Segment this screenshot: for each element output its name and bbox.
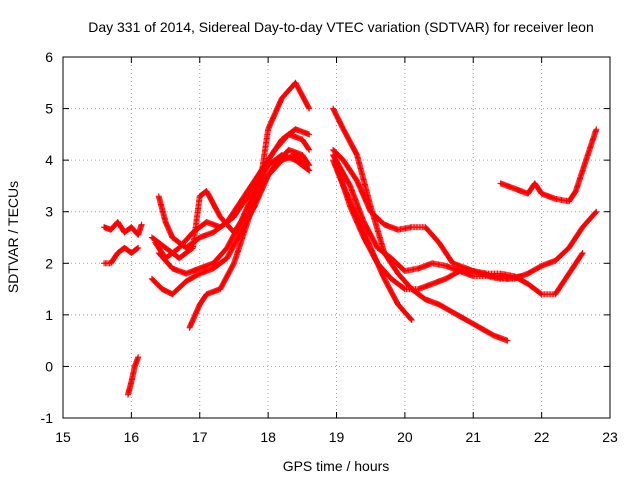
chart-title: Day 331 of 2014, Sidereal Day-to-day VTE… xyxy=(88,19,594,35)
series-pass-6 xyxy=(155,151,313,277)
data-point xyxy=(138,221,145,228)
data-point xyxy=(579,249,586,256)
series-late-3 xyxy=(330,151,600,282)
y-tick-label: 5 xyxy=(45,101,53,117)
y-tick-label: 4 xyxy=(45,152,53,168)
y-tick-label: 0 xyxy=(45,358,53,374)
data-point xyxy=(305,161,312,168)
data-point xyxy=(306,167,313,174)
data-point xyxy=(305,104,312,111)
x-tick-label: 20 xyxy=(397,429,413,445)
x-tick-labels: 15 16 17 18 19 20 21 22 23 xyxy=(55,429,618,445)
data-point xyxy=(592,209,599,216)
data-point xyxy=(593,126,600,133)
series-pass-4 xyxy=(186,79,313,331)
x-tick-label: 18 xyxy=(260,429,276,445)
series-seg-early-c xyxy=(124,354,142,398)
y-axis-label: SDTVAR / TECUs xyxy=(5,181,21,293)
x-tick-label: 23 xyxy=(602,429,618,445)
x-tick-label: 17 xyxy=(192,429,208,445)
data-point xyxy=(305,166,312,173)
series-late-6 xyxy=(497,126,600,205)
y-tick-label: 6 xyxy=(45,49,53,65)
x-tick-label: 22 xyxy=(534,429,550,445)
data-point xyxy=(408,317,415,324)
y-tick-label: 1 xyxy=(45,307,53,323)
data-point xyxy=(135,354,142,361)
y-tick-label: -1 xyxy=(41,410,54,426)
y-tick-label: 3 xyxy=(45,204,53,220)
data-point xyxy=(306,146,313,153)
series-seg-early-b xyxy=(101,244,142,267)
data-point xyxy=(579,250,586,257)
axis-ticks-layer xyxy=(62,56,611,419)
x-tick-label: 19 xyxy=(329,429,345,445)
data-point xyxy=(593,208,600,215)
series-pass-3 xyxy=(155,126,313,251)
data-point xyxy=(134,245,141,252)
x-tick-label: 15 xyxy=(55,429,71,445)
y-tick-label: 2 xyxy=(45,255,53,271)
data-point xyxy=(306,105,313,112)
data-point xyxy=(306,162,313,169)
data-point xyxy=(135,244,142,251)
data-points-layer xyxy=(101,79,600,398)
x-tick-label: 21 xyxy=(465,429,481,445)
y-tick-labels: -1 0 1 2 3 4 5 6 xyxy=(41,49,54,426)
data-point xyxy=(306,131,313,138)
x-axis-label: GPS time / hours xyxy=(283,458,390,474)
data-point xyxy=(305,145,312,152)
data-point xyxy=(504,337,511,344)
series-seg-early-a xyxy=(101,219,145,238)
data-point xyxy=(407,316,414,323)
series-late-5 xyxy=(330,157,415,324)
x-tick-label: 16 xyxy=(124,429,140,445)
